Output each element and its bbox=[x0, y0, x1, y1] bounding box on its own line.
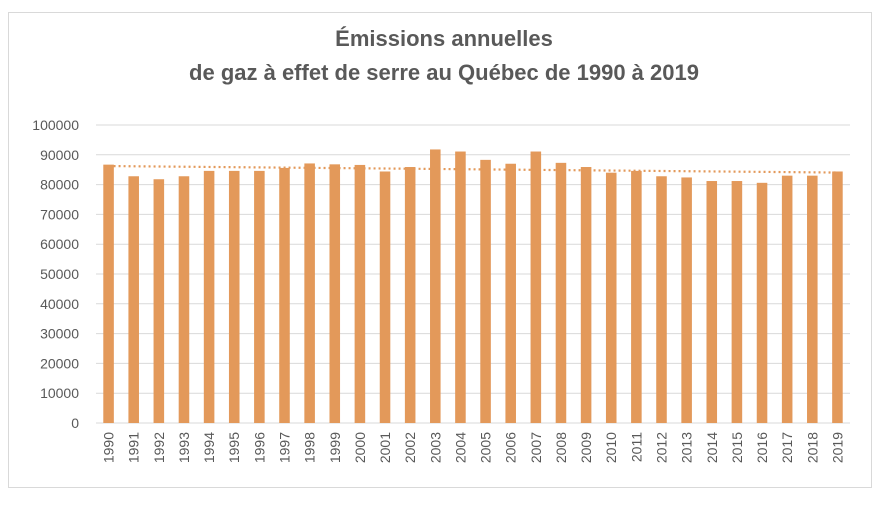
bar-2012 bbox=[656, 176, 667, 423]
y-tick-label: 70000 bbox=[40, 206, 79, 222]
bar-2000 bbox=[354, 164, 366, 423]
bar-2003 bbox=[430, 149, 441, 423]
bar-1992 bbox=[153, 179, 165, 423]
bar-2005 bbox=[480, 159, 491, 423]
x-tick-label: 2009 bbox=[578, 432, 594, 463]
chart-title: Émissions annuelles de gaz à effet de se… bbox=[0, 22, 888, 90]
x-tick-label: 2003 bbox=[427, 432, 443, 463]
bar-2001 bbox=[379, 171, 391, 423]
y-tick-label: 80000 bbox=[40, 177, 79, 193]
bar-1998 bbox=[304, 163, 315, 423]
x-tick-label: 2005 bbox=[478, 432, 494, 463]
bar-1996 bbox=[254, 170, 265, 423]
bar-2016 bbox=[756, 182, 768, 423]
bar-2019 bbox=[832, 171, 843, 423]
chart-title-line-1: Émissions annuelles bbox=[335, 26, 553, 51]
x-axis-tick-labels: 1990 1991 1992 1993 1994 1995 1996 1997 1998 1999… bbox=[101, 432, 846, 463]
x-tick-label: 1996 bbox=[251, 432, 267, 463]
bar-1997 bbox=[279, 167, 290, 423]
x-tick-label: 2011 bbox=[628, 432, 644, 462]
x-tick-label: 2010 bbox=[603, 432, 619, 463]
y-tick-label: 20000 bbox=[40, 355, 79, 371]
x-tick-label: 1992 bbox=[151, 432, 167, 463]
x-tick-label: 2007 bbox=[528, 432, 544, 463]
trendline-line bbox=[108, 164, 838, 174]
y-tick-label: 100000 bbox=[32, 117, 79, 133]
bar-2009 bbox=[580, 167, 592, 423]
bars bbox=[103, 149, 843, 424]
bar-2011 bbox=[631, 170, 642, 423]
x-tick-label: 2016 bbox=[754, 432, 770, 463]
x-tick-label: 2008 bbox=[553, 432, 569, 463]
x-tick-label: 2001 bbox=[377, 432, 393, 463]
bar-2013 bbox=[681, 177, 692, 423]
bar-1994 bbox=[203, 170, 215, 423]
x-tick-label: 2006 bbox=[503, 432, 519, 463]
bar-2002 bbox=[404, 167, 416, 423]
x-tick-label: 1998 bbox=[302, 432, 318, 463]
gridlines bbox=[96, 124, 850, 424]
x-tick-label: 2017 bbox=[779, 432, 795, 463]
bar-2006 bbox=[505, 163, 516, 424]
bar-1993 bbox=[178, 176, 190, 423]
x-tick-label: 2012 bbox=[654, 432, 670, 463]
bar-2018 bbox=[807, 175, 818, 423]
y-tick-label: 30000 bbox=[40, 326, 79, 342]
bar-2004 bbox=[455, 151, 466, 423]
x-tick-label: 2000 bbox=[352, 432, 368, 463]
bar-2014 bbox=[706, 181, 718, 423]
x-tick-label: 2004 bbox=[452, 432, 468, 463]
y-tick-label: 0 bbox=[71, 415, 79, 431]
bar-2010 bbox=[605, 172, 617, 423]
bar-2015 bbox=[731, 181, 743, 423]
x-tick-label: 2019 bbox=[829, 432, 845, 463]
x-tick-label: 1990 bbox=[101, 432, 117, 463]
y-tick-label: 40000 bbox=[40, 296, 79, 312]
x-tick-label: 2013 bbox=[679, 432, 695, 463]
x-tick-label: 1991 bbox=[126, 432, 142, 463]
x-tick-label: 2015 bbox=[729, 432, 745, 463]
x-tick-label: 1993 bbox=[176, 432, 192, 463]
x-tick-label: 2014 bbox=[704, 432, 720, 463]
y-tick-label: 10000 bbox=[40, 385, 79, 401]
trendline bbox=[108, 164, 838, 174]
y-axis-tick-labels: 0 10000 20000 30000 40000 50000 60000 70000 8000… bbox=[32, 117, 79, 431]
bar-1999 bbox=[329, 164, 341, 423]
y-tick-label: 90000 bbox=[40, 147, 79, 163]
bar-2007 bbox=[530, 151, 542, 423]
chart-title-line-2: de gaz à effet de serre au Québec de 199… bbox=[189, 60, 699, 85]
bar-1995 bbox=[228, 170, 240, 423]
x-tick-label: 1999 bbox=[327, 432, 343, 463]
y-tick-label: 50000 bbox=[40, 266, 79, 282]
bar-1991 bbox=[128, 176, 139, 423]
x-tick-label: 2018 bbox=[804, 432, 820, 463]
bar-1990 bbox=[103, 164, 114, 423]
x-tick-label: 1995 bbox=[226, 432, 242, 463]
x-tick-label: 1997 bbox=[277, 432, 293, 463]
bar-2008 bbox=[555, 162, 567, 423]
x-tick-label: 1994 bbox=[201, 432, 217, 463]
bar-2017 bbox=[781, 175, 793, 423]
x-tick-label: 2002 bbox=[402, 432, 418, 463]
y-tick-label: 60000 bbox=[40, 236, 79, 252]
